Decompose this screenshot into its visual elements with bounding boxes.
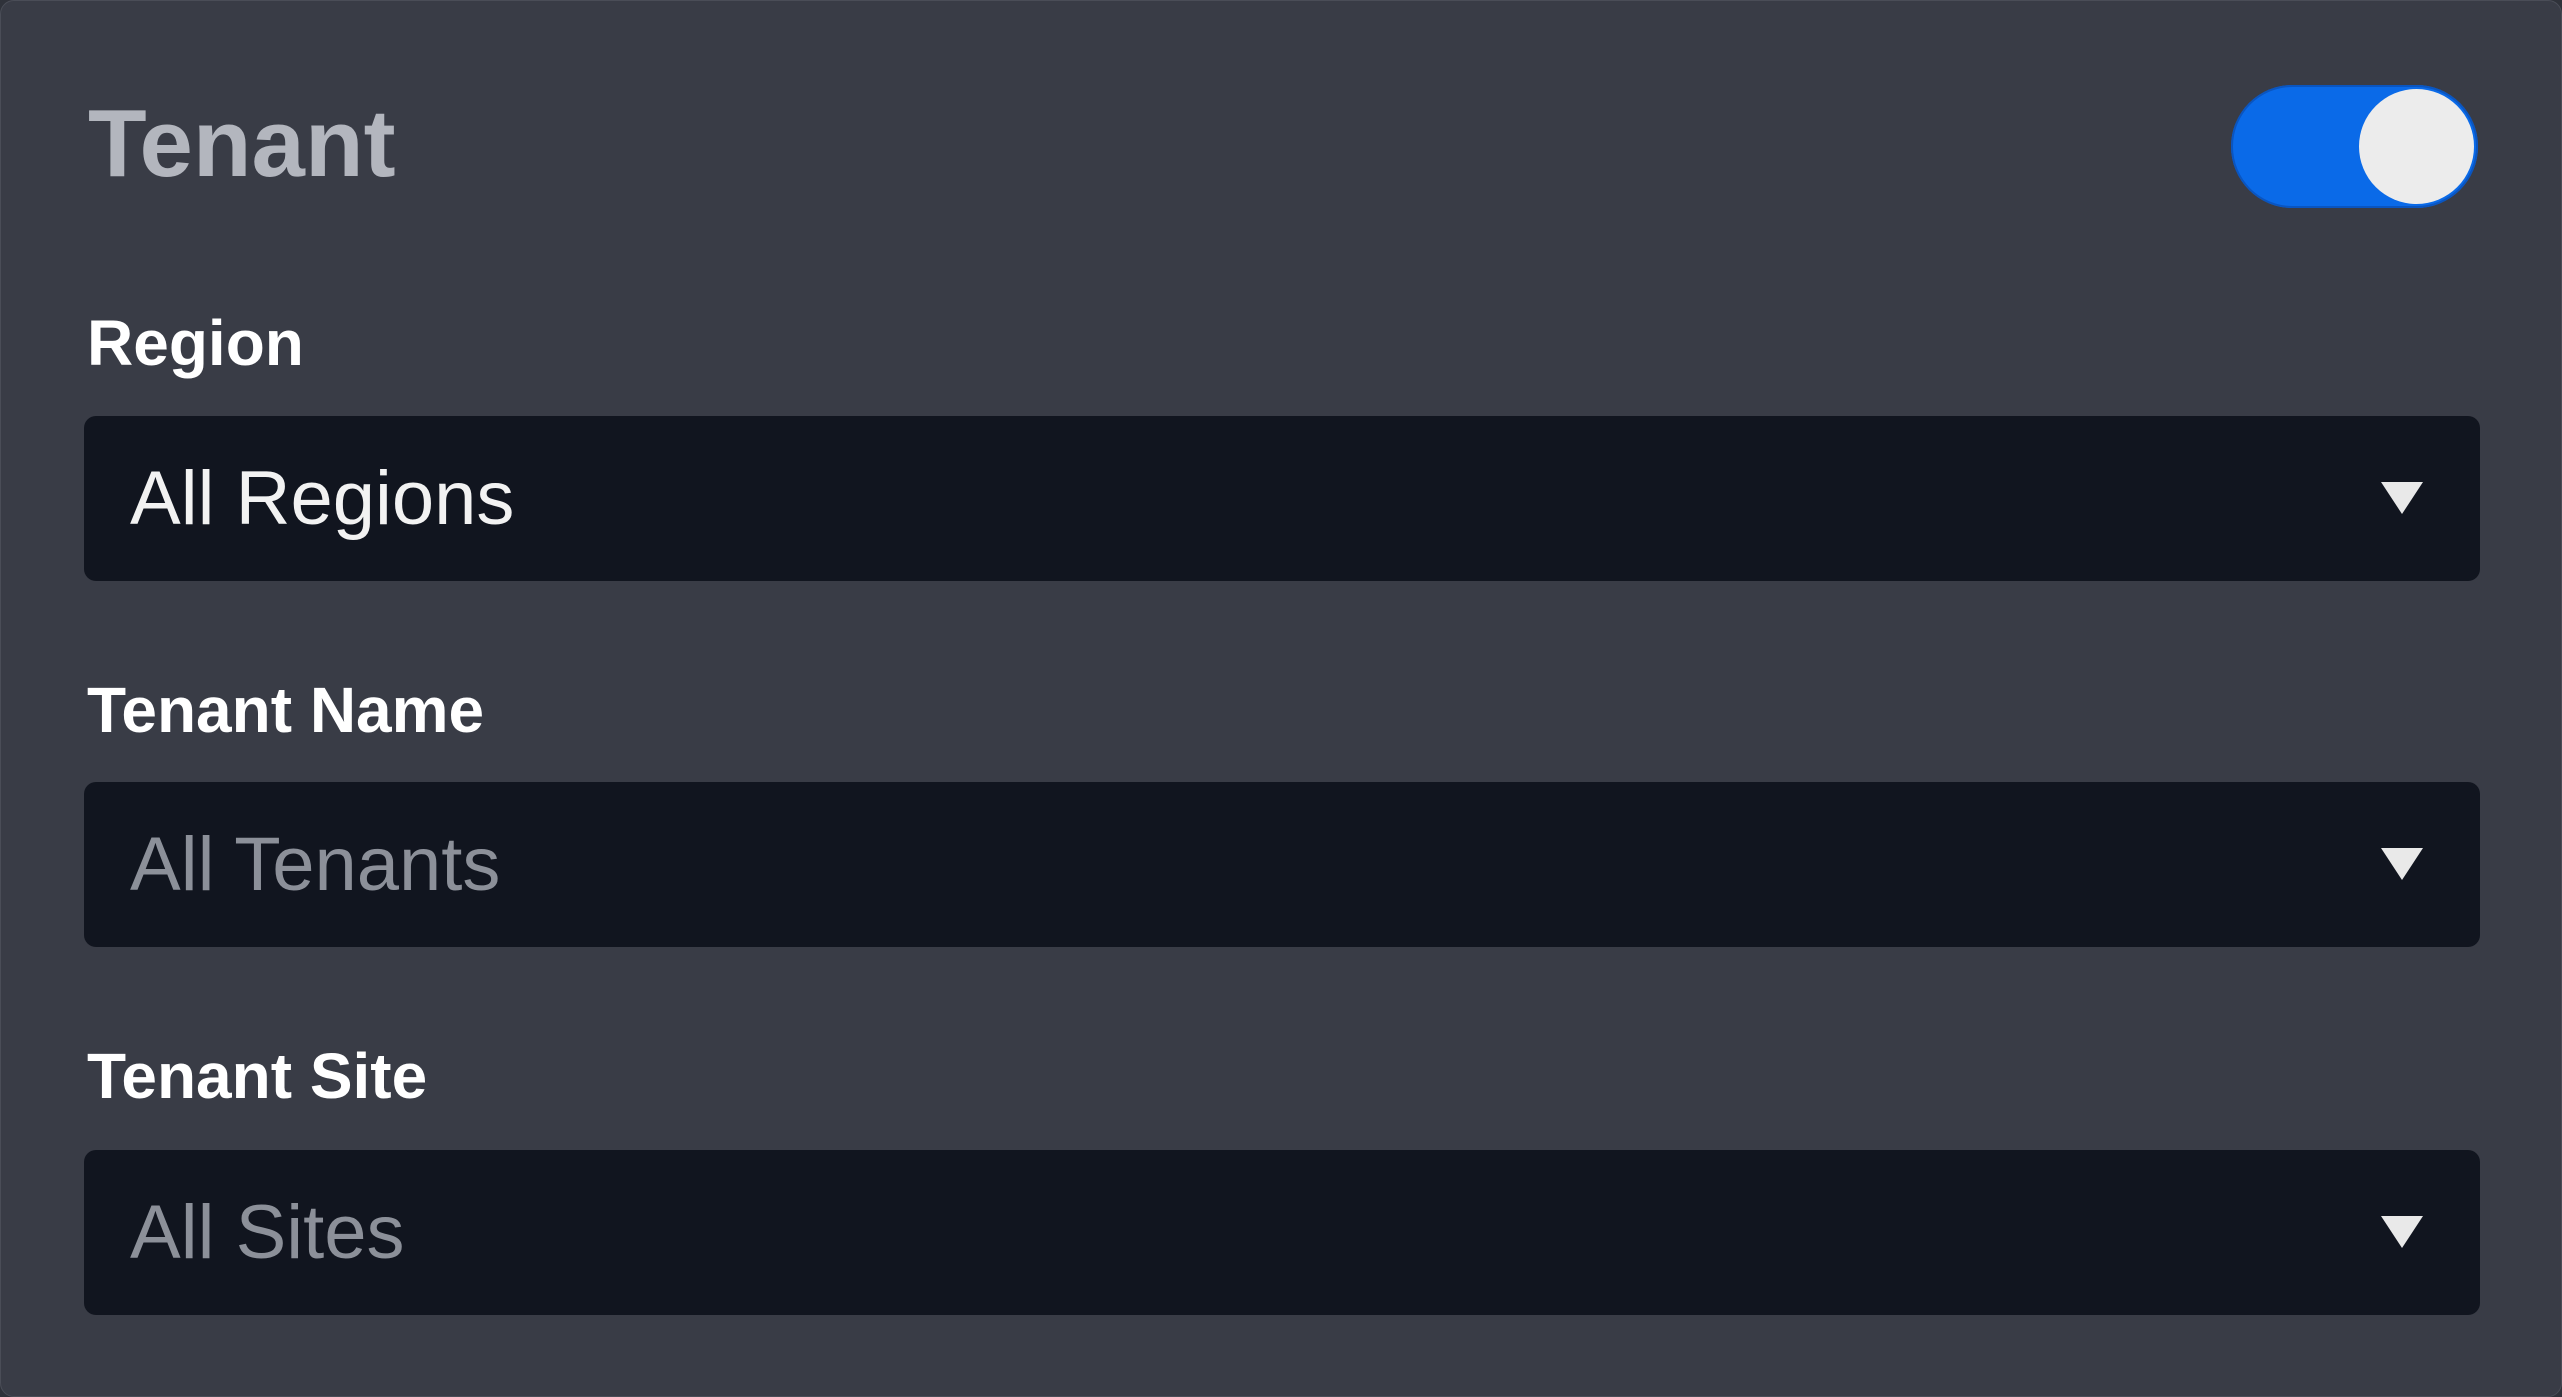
tenant-name-select[interactable]: All Tenants bbox=[84, 782, 2480, 947]
tenant-site-select-value: All Sites bbox=[130, 1190, 405, 1275]
tenant-name-select-value: All Tenants bbox=[130, 822, 501, 907]
tenant-site-label: Tenant Site bbox=[87, 1040, 428, 1112]
toggle-knob bbox=[2359, 89, 2474, 204]
tenant-name-label: Tenant Name bbox=[87, 674, 485, 746]
tenant-toggle[interactable] bbox=[2231, 85, 2478, 208]
region-label: Region bbox=[87, 307, 304, 379]
panel-title: Tenant bbox=[88, 90, 396, 197]
chevron-down-icon bbox=[2381, 482, 2423, 514]
chevron-down-icon bbox=[2381, 848, 2423, 880]
region-select[interactable]: All Regions bbox=[84, 416, 2480, 581]
tenant-site-select[interactable]: All Sites bbox=[84, 1150, 2480, 1315]
chevron-down-icon bbox=[2381, 1216, 2423, 1248]
region-select-value: All Regions bbox=[130, 456, 515, 541]
